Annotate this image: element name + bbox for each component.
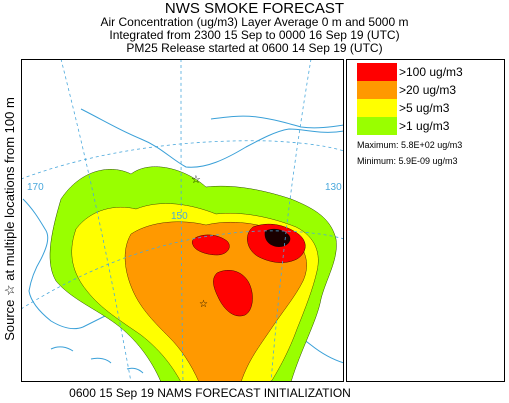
map-title: NWS SMOKE FORECAST xyxy=(164,0,345,17)
lon-label-150: 150 xyxy=(171,211,188,222)
minimum-value: Minimum: 5.9E-09 ug/m3 xyxy=(357,156,458,166)
graticule xyxy=(21,59,344,382)
legend-swatch-1 xyxy=(357,117,397,135)
arctic-coast xyxy=(210,115,344,129)
legend: >100 ug/m3 >20 ug/m3 >5 ug/m3 >1 ug/m3 M… xyxy=(346,59,505,382)
map-frame xyxy=(21,59,344,382)
smoke-dark-core xyxy=(264,228,291,247)
release-info: PM25 Release started at 0600 14 Sep 19 (… xyxy=(126,41,383,55)
legend-swatch-20 xyxy=(357,81,397,99)
lon-label-130: 130 xyxy=(325,182,342,193)
legend-label-1: >1 ug/m3 xyxy=(399,119,450,133)
source-star-icon: ☆ xyxy=(191,173,201,186)
source-location-text: Source ☆ at multiple locations from 100 … xyxy=(2,97,17,341)
legend-swatch-5 xyxy=(357,99,397,117)
lon-label-170: 170 xyxy=(27,182,44,193)
concentration-subtitle: Air Concentration (ug/m3) Layer Average … xyxy=(100,15,409,29)
smoke-level-100-b xyxy=(191,234,230,256)
legend-label-100: >100 ug/m3 xyxy=(399,65,463,79)
bering-islands xyxy=(50,346,144,374)
smoke-level-20 xyxy=(124,221,307,382)
integration-period: Integrated from 2300 15 Sep to 0000 16 S… xyxy=(109,28,400,42)
legend-swatch-100 xyxy=(357,63,397,81)
forecast-initialization: 0600 15 Sep 19 NAMS FORECAST INITIALIZAT… xyxy=(69,386,351,400)
smoke-level-100-c xyxy=(213,270,253,317)
smoke-map: 170 150 130 ☆ ☆ xyxy=(21,59,344,382)
legend-label-5: >5 ug/m3 xyxy=(399,101,450,115)
maximum-value: Maximum: 5.8E+02 ug/m3 xyxy=(357,140,463,150)
source-star-icon-2: ☆ xyxy=(199,299,208,310)
legend-label-20: >20 ug/m3 xyxy=(399,83,457,97)
